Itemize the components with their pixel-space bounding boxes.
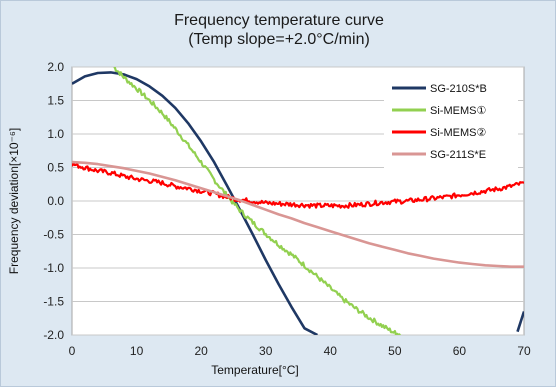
series-line-3 <box>72 162 524 209</box>
y-tick-label: 2.0 <box>47 60 64 74</box>
y-tick-label: 0.5 <box>47 161 64 175</box>
x-tick-label: 0 <box>69 344 76 358</box>
legend-label: Si-MEMS② <box>430 127 486 139</box>
y-tick-label: 0.0 <box>47 194 64 208</box>
legend: SG-210S*B Si-MEMS① Si-MEMS② SG-211S*E <box>384 76 518 170</box>
x-tick-label: 60 <box>453 344 467 358</box>
y-tick-label: 1.0 <box>47 127 64 141</box>
x-tick-label: 70 <box>517 344 531 358</box>
y-tick-label: -1.5 <box>43 295 64 309</box>
series-line-4 <box>72 160 524 268</box>
chart-subtitle: (Temp slope=+2.0°C/min) <box>188 31 370 48</box>
legend-label: SG-210S*B <box>430 83 487 95</box>
x-tick-label: 50 <box>388 344 402 358</box>
y-tick-label: -2.0 <box>43 328 64 342</box>
legend-label: SG-211S*E <box>430 149 486 161</box>
y-tick-label: 1.5 <box>47 94 64 108</box>
chart-title: Frequency temperature curve <box>174 12 384 29</box>
y-axis-label: Frequency deviation[×10⁻⁶] <box>7 128 21 274</box>
x-axis-label: Temperature[°C] <box>211 363 299 377</box>
x-tick-label: 10 <box>130 344 144 358</box>
series-line-1 <box>72 71 524 335</box>
x-tick-label: 40 <box>324 344 338 358</box>
y-tick-label: -0.5 <box>43 228 64 242</box>
series-line-2 <box>113 67 402 335</box>
x-tick-label: 30 <box>259 344 273 358</box>
x-tick-label: 20 <box>194 344 208 358</box>
y-tick-label: -1.0 <box>43 261 64 275</box>
legend-label: Si-MEMS① <box>430 105 486 117</box>
